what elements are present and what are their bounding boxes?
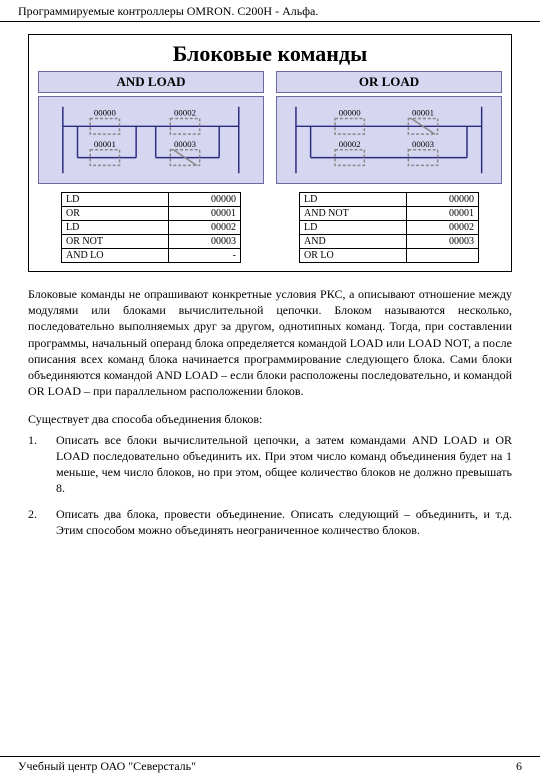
svg-text:00003: 00003 bbox=[412, 139, 435, 149]
right-column: OR LOAD 00000 00001 bbox=[276, 71, 502, 263]
footer-left: Учебный центр ОАО "Северсталь" bbox=[18, 759, 196, 774]
svg-text:00001: 00001 bbox=[412, 108, 434, 118]
left-column: AND LOAD bbox=[38, 71, 264, 263]
c1: 00002 bbox=[174, 108, 196, 118]
c0: 00000 bbox=[94, 108, 117, 118]
right-table: LD00000 AND NOT00001 LD00002 AND00003 OR… bbox=[299, 192, 479, 263]
paragraph: Блоковые команды не опрашивают конкретны… bbox=[28, 286, 512, 399]
left-table: LD00000 OR00001 LD00002 OR NOT00003 AND … bbox=[61, 192, 241, 263]
svg-text:00000: 00000 bbox=[339, 108, 362, 118]
methods-intro: Существует два способа объединения блоко… bbox=[28, 411, 512, 427]
c3: 00003 bbox=[174, 139, 197, 149]
right-label: OR LOAD bbox=[276, 71, 502, 93]
svg-text:00002: 00002 bbox=[339, 139, 361, 149]
page-header: Программируемые контроллеры OMRON. C200H… bbox=[0, 0, 540, 22]
method-1: 1.Описать все блоки вычислительной цепоч… bbox=[28, 432, 512, 497]
method-2: 2.Описать два блока, провести объединени… bbox=[28, 506, 512, 538]
or-load-diagram: 00000 00001 00002 00003 bbox=[276, 96, 502, 184]
c2: 00001 bbox=[94, 139, 116, 149]
left-label: AND LOAD bbox=[38, 71, 264, 93]
page-number: 6 bbox=[516, 759, 522, 774]
and-load-diagram: 00000 00002 00001 00003 bbox=[38, 96, 264, 184]
title: Блоковые команды bbox=[29, 35, 511, 71]
footer: Учебный центр ОАО "Северсталь" 6 bbox=[0, 756, 540, 774]
main-box: Блоковые команды AND LOAD bbox=[28, 34, 512, 272]
methods: Существует два способа объединения блоко… bbox=[28, 411, 512, 538]
